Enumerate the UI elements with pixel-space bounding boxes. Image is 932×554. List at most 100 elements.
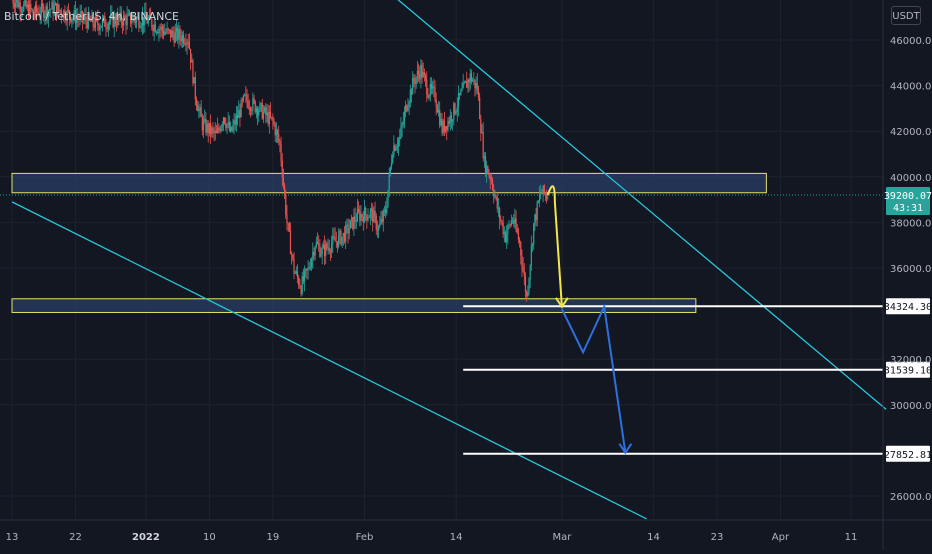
candle-body [529, 265, 531, 279]
candle-body [284, 185, 286, 195]
candle-body [206, 123, 208, 133]
candle-body [186, 41, 188, 46]
candle-body [267, 112, 269, 124]
candle-body [316, 241, 319, 244]
candle-body [47, 10, 50, 18]
candle-body [447, 121, 449, 131]
candle-body [132, 17, 134, 22]
candle-body [481, 132, 483, 134]
candle-body [390, 162, 393, 168]
candle-body [382, 210, 384, 222]
candle-body [59, 10, 61, 12]
candle-body [244, 94, 246, 96]
candle-body [439, 110, 441, 126]
candle-body [406, 105, 408, 111]
x-tick-label: Mar [552, 532, 572, 543]
candle-body [234, 120, 236, 125]
candle-body [222, 117, 225, 124]
candle-body [240, 100, 242, 118]
currency-button[interactable]: USDT [891, 6, 921, 25]
candle-body [531, 244, 534, 246]
candle-body [144, 11, 146, 25]
candle-body [286, 214, 288, 223]
candle-body [327, 247, 329, 249]
candle-body [76, 17, 78, 24]
candle-body [323, 244, 326, 257]
candle-body [499, 208, 501, 220]
candle-body [405, 105, 407, 113]
candle-body [428, 95, 430, 98]
candle-body [139, 27, 141, 29]
candle-body [90, 18, 92, 22]
candle-body [247, 101, 249, 109]
level-price-tag [886, 445, 930, 462]
candle-body [350, 217, 353, 221]
candle-body [17, 0, 19, 7]
candle-body [507, 225, 509, 235]
candle-body [192, 60, 194, 84]
candle-body [86, 21, 88, 29]
candle-body [474, 79, 476, 88]
candle-body [495, 196, 497, 198]
candle-body [271, 116, 273, 118]
candle-body [179, 29, 181, 38]
x-tick-label: 14 [450, 532, 463, 543]
candle-body [117, 14, 119, 26]
candle-body [449, 115, 451, 124]
forecast-arrow-head [618, 443, 633, 455]
candle-body [128, 13, 131, 15]
candle-body [158, 29, 160, 34]
candle-body [131, 21, 133, 24]
candle-body [63, 10, 65, 18]
candle-body [133, 17, 135, 21]
arrows[interactable] [546, 185, 633, 455]
candle-body [294, 273, 296, 274]
trendlines[interactable] [11, 0, 887, 520]
candle-body [493, 189, 495, 197]
candle-body [372, 208, 374, 223]
candle-body [441, 118, 443, 133]
candle-body [519, 239, 521, 243]
candle-body [170, 29, 172, 38]
candle-body [541, 192, 543, 194]
candle-body [521, 255, 523, 268]
candle-body [146, 18, 148, 24]
candle-body [333, 235, 335, 238]
candle-body [457, 93, 460, 108]
candle-body [84, 16, 86, 19]
candle-body [349, 220, 351, 229]
candle-body [108, 21, 111, 24]
candle-body [309, 267, 312, 269]
candle-body [345, 225, 347, 242]
candle-body [93, 24, 95, 28]
x-tick-label: 23 [711, 532, 724, 543]
candle-body [27, 4, 30, 17]
candle-body [453, 103, 455, 120]
candle-body [367, 217, 369, 221]
candle-body [67, 9, 69, 11]
candle-body [506, 234, 508, 242]
lower-trendline [11, 201, 647, 520]
candle-body [217, 127, 219, 133]
candle-body [385, 209, 387, 214]
candle-body [348, 228, 350, 234]
candle-body [380, 218, 382, 224]
candle-body [242, 95, 245, 101]
candle-body [188, 41, 191, 49]
candle-body [177, 27, 179, 40]
candle-body [464, 81, 467, 83]
candle-body [293, 258, 295, 274]
candle-body [41, 3, 44, 7]
candle-body [118, 14, 120, 19]
candle-body [475, 82, 477, 88]
candle-body [159, 29, 161, 31]
candle-body [83, 18, 85, 21]
candle-body [71, 18, 73, 22]
candle-body [255, 108, 257, 113]
candle-body [100, 25, 102, 28]
current-price-value: 39200.07 [884, 191, 932, 202]
